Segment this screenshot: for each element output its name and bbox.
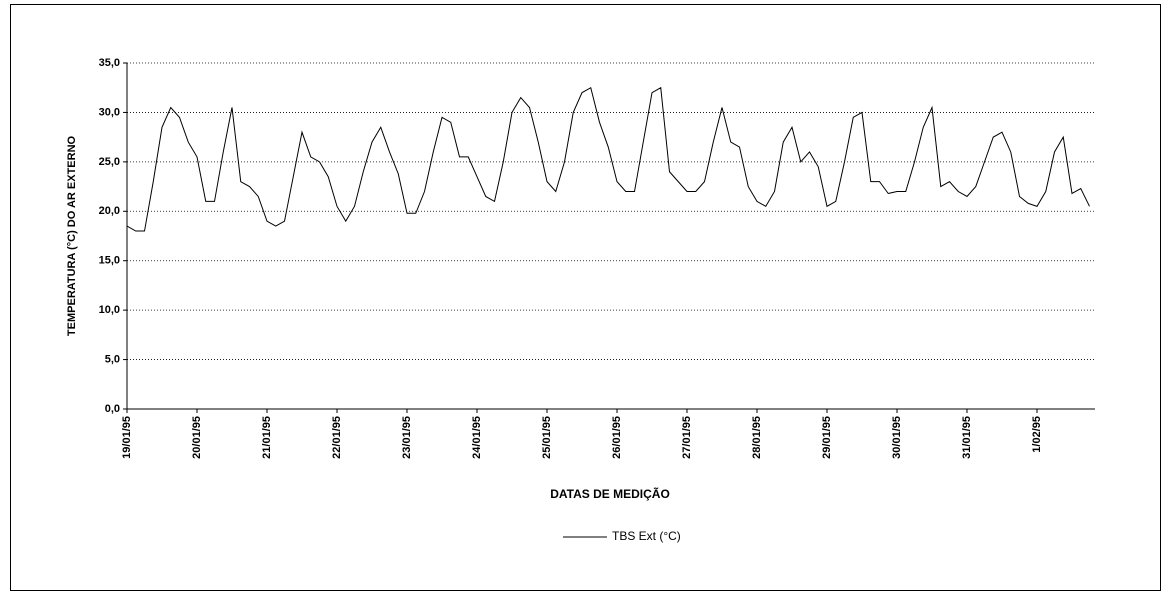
x-tick-label: 25/01/95: [541, 416, 553, 459]
frame: [10, 4, 1161, 591]
legend-label: TBS Ext (°C): [612, 529, 681, 543]
y-tick-label: 25,0: [99, 156, 120, 168]
x-tick-label: 19/01/95: [121, 416, 133, 459]
x-tick-label: 26/01/95: [611, 416, 623, 459]
x-tick-label: 1/02/95: [1031, 416, 1043, 453]
y-tick-label: 5,0: [105, 353, 120, 365]
y-tick-label: 0,0: [105, 403, 120, 415]
y-tick-label: 20,0: [99, 205, 120, 217]
y-tick-label: 15,0: [99, 255, 120, 267]
x-tick-label: 21/01/95: [261, 416, 273, 459]
line: [126, 86, 1090, 232]
y-tick-label: 35,0: [99, 57, 120, 69]
x-axis-title: DATAS DE MEDIÇÃO: [550, 486, 670, 501]
x-tick-label: 22/01/95: [331, 416, 343, 459]
x-tick-label: 30/01/95: [891, 416, 903, 459]
x-tick-label: 20/01/95: [191, 416, 203, 459]
x-tick-label: 27/01/95: [681, 416, 693, 459]
y-tick-label: 30,0: [99, 106, 120, 118]
x-tick-label: 24/01/95: [471, 416, 483, 459]
x-tick-label: 29/01/95: [821, 416, 833, 459]
x-tick-label: 23/01/95: [401, 416, 413, 459]
y-axis-title: TEMPERATURA (°C) DO AR EXTERNO: [66, 135, 78, 336]
x-tick-label: 28/01/95: [751, 416, 763, 459]
y-tick-label: 10,0: [99, 304, 120, 316]
x-tick-label: 31/01/95: [961, 416, 973, 459]
